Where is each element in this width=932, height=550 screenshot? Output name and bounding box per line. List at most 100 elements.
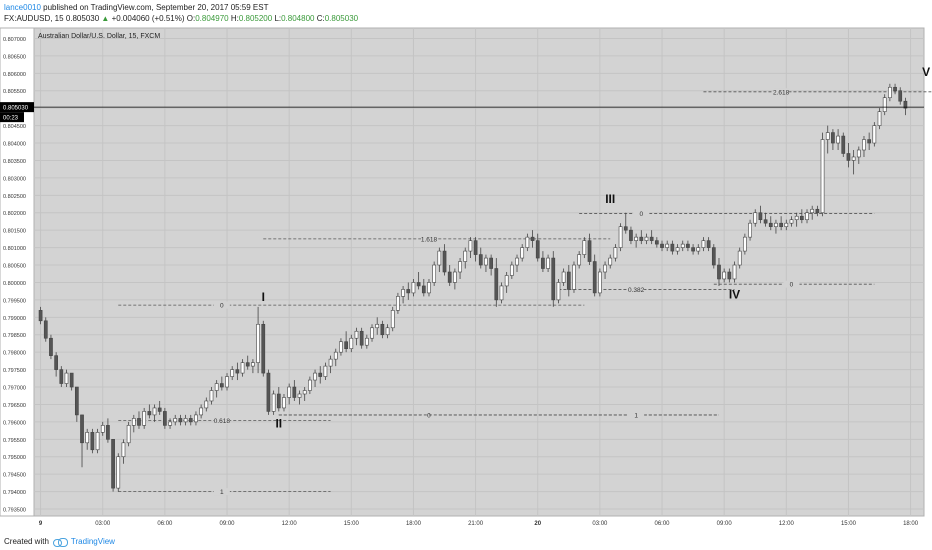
candle-body: [504, 275, 509, 287]
candle-body: [178, 418, 183, 423]
y-tick-label: 0.793500: [3, 508, 26, 514]
candle-body: [846, 153, 851, 161]
x-tick-label: 15:00: [841, 521, 857, 527]
candle-body: [380, 323, 385, 336]
candle-body: [390, 310, 395, 329]
candle-body: [276, 393, 281, 409]
candle-body: [271, 393, 276, 412]
candle-body: [494, 268, 499, 301]
candle-body: [779, 222, 783, 227]
candle-body: [157, 407, 162, 412]
y-tick-label: 0.794500: [3, 473, 26, 479]
y-tick-label: 0.794000: [3, 490, 26, 496]
x-tick-label: 9: [39, 521, 43, 527]
plot-area: [33, 27, 925, 517]
y-tick-label: 0.804000: [3, 142, 26, 148]
candle-body: [375, 323, 380, 329]
candle-body: [805, 212, 809, 221]
candle-body: [820, 139, 825, 214]
candle-body: [520, 247, 525, 259]
candle-body: [256, 323, 260, 363]
candle-body: [587, 240, 592, 262]
candle-body: [261, 323, 266, 374]
fib-level-label: 1.618: [421, 236, 438, 243]
candlestick-chart[interactable]: 0.8070000.8065000.8060000.8055000.805000…: [0, 24, 932, 530]
open-label: O:: [186, 14, 196, 23]
candle-body: [333, 351, 338, 360]
candle-body: [111, 439, 115, 489]
fib-label-bg: [773, 88, 790, 96]
tradingview-brand[interactable]: TradingView: [70, 537, 115, 546]
candle-body: [230, 369, 235, 377]
candle-body: [297, 393, 302, 398]
candle-body: [147, 411, 152, 416]
candle-body: [732, 264, 737, 280]
candle-body: [774, 222, 778, 227]
candle-body: [856, 149, 861, 158]
candle-body: [665, 243, 670, 248]
price-change: +0.004060 (+0.51%): [111, 14, 185, 23]
candle-body: [535, 240, 540, 259]
y-tick-label: 0.796500: [3, 403, 26, 409]
candle-body: [851, 156, 856, 161]
candle-body: [515, 257, 519, 266]
candle-body: [194, 414, 198, 423]
x-tick-label: 03:00: [95, 521, 111, 527]
candle-body: [592, 261, 597, 294]
candle-body: [577, 254, 582, 266]
candle-body: [49, 337, 53, 356]
candle-body: [74, 386, 79, 416]
x-tick-label: 20: [534, 521, 541, 527]
candle-body: [64, 372, 69, 384]
candle-body: [815, 208, 820, 214]
candle-body: [582, 240, 587, 255]
candle-body: [639, 236, 644, 241]
y-tick-label: 0.803500: [3, 159, 26, 165]
candle-body: [385, 327, 390, 336]
candle-body: [308, 379, 312, 391]
candle-body: [618, 226, 623, 248]
candle-body: [364, 337, 369, 346]
candle-body: [318, 372, 323, 377]
candle-body: [836, 135, 840, 144]
candle-body: [43, 320, 48, 339]
published-text: published on TradingView.com, September …: [43, 3, 269, 12]
candle-body: [680, 243, 685, 248]
x-tick-label: 21:00: [468, 521, 484, 527]
current-price-label: 0.805030: [3, 106, 29, 112]
candle-body: [768, 222, 773, 227]
fib-label-bg: [213, 416, 230, 424]
candle-body: [753, 212, 758, 224]
candle-body: [219, 383, 224, 388]
candle-body: [152, 407, 157, 416]
candle-body: [484, 257, 488, 266]
candle-body: [623, 226, 628, 231]
candle-body: [556, 282, 561, 301]
candle-body: [168, 421, 172, 426]
close-value: 0.805030: [324, 14, 359, 23]
wave-label: II: [275, 416, 282, 430]
candle-body: [313, 372, 317, 381]
candle-body: [349, 337, 354, 349]
last-price: 0.805030: [65, 14, 100, 23]
candle-body: [598, 271, 602, 294]
footer: Created with TradingView: [4, 537, 115, 547]
candle-body: [421, 285, 426, 294]
candle-body: [572, 264, 576, 290]
candle-body: [763, 219, 768, 224]
candle-body: [743, 236, 747, 252]
y-tick-label: 0.802500: [3, 194, 26, 200]
publisher-username[interactable]: lance0010: [4, 3, 41, 12]
fib-level-label: 0: [427, 412, 431, 419]
candle-body: [634, 236, 638, 241]
candle-body: [660, 243, 664, 248]
candle-body: [328, 358, 333, 367]
candle-body: [561, 271, 566, 283]
candle-body: [478, 254, 483, 266]
candle-body: [473, 240, 478, 255]
candle-body: [235, 369, 240, 374]
y-tick-label: 0.797000: [3, 386, 26, 392]
candle-body: [126, 425, 131, 444]
x-tick-label: 18:00: [903, 521, 919, 527]
wave-label: III: [605, 192, 615, 206]
